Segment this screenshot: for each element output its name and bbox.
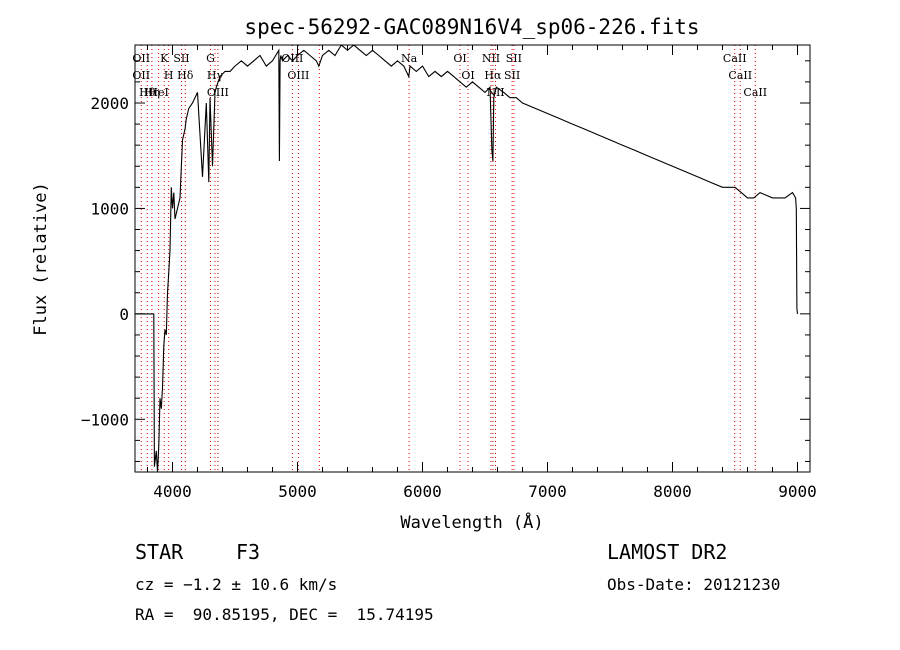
line-marker-label: Na	[401, 52, 418, 65]
line-marker-label: OII	[132, 69, 150, 82]
x-tick-label: 4000	[153, 482, 192, 501]
y-tick-label: −1000	[81, 410, 129, 429]
line-marker-label: Hθ	[139, 86, 156, 99]
y-tick-label: 1000	[90, 199, 129, 218]
line-marker-label: OII	[132, 52, 150, 65]
spectrum-series	[135, 45, 799, 472]
line-marker-label: OIII	[207, 86, 229, 99]
x-tick-label: 6000	[403, 482, 442, 501]
line-marker-label: OIII	[287, 69, 309, 82]
line-marker-label: SII	[504, 69, 520, 82]
y-axis-label: Flux (relative)	[31, 182, 51, 336]
y-tick-label: 2000	[90, 94, 129, 113]
spectrum-line	[135, 45, 799, 472]
coordinates: RA = 90.85195, DEC = 15.74195	[135, 605, 434, 624]
line-marker-label: SII	[173, 52, 189, 65]
x-tick-label: 5000	[278, 482, 317, 501]
y-axis: −1000 0 1000 2000	[81, 60, 810, 462]
line-marker-label: K	[160, 52, 169, 65]
y-tick-label: 0	[119, 305, 129, 324]
line-marker-label: OI	[453, 52, 466, 65]
line-marker-label: OI	[461, 69, 474, 82]
x-axis: 4000 5000 6000 7000 8000 9000	[147, 45, 817, 501]
line-marker-label: Hη	[144, 86, 160, 99]
observation-date: Obs-Date: 20121230	[607, 575, 781, 594]
x-tick-label: 9000	[778, 482, 817, 501]
line-marker-label: Hα	[484, 69, 502, 82]
line-marker-label: CaII	[743, 86, 767, 99]
line-marker-label: G	[206, 52, 215, 65]
object-class: STAR	[135, 540, 184, 564]
line-marker-label: HeI	[148, 86, 168, 99]
plot-frame	[134, 44, 811, 473]
x-axis-label: Wavelength (Å)	[400, 511, 543, 533]
line-marker-label: SII	[506, 52, 522, 65]
object-subclass: F3	[236, 540, 261, 564]
chart-title: spec-56292-GAC089N16V4_sp06-226.fits	[244, 15, 699, 39]
survey-label: LAMOST DR2	[607, 540, 728, 564]
x-tick-label: 8000	[653, 482, 692, 501]
redshift-velocity: cz = −1.2 ± 10.6 km/s	[135, 575, 338, 594]
emission-line-markers	[140, 45, 756, 472]
line-marker-label: NII	[482, 52, 500, 65]
line-marker-label: H	[164, 69, 174, 82]
line-marker-label: CaII	[728, 69, 752, 82]
line-marker-label: Hδ	[177, 69, 194, 82]
x-tick-label: 7000	[528, 482, 567, 501]
line-marker-label: CaII	[723, 52, 747, 65]
